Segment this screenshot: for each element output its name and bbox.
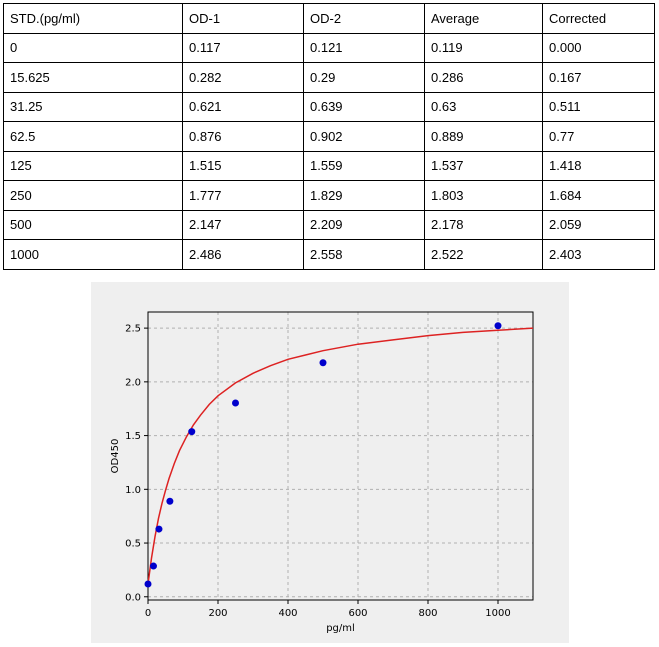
fit-curve-line [147, 327, 534, 585]
data-points [144, 322, 502, 588]
data-point [155, 525, 163, 533]
x-tick-label: 0 [145, 608, 151, 619]
table-cell: 1.418 [542, 150, 655, 181]
y-tick-label: 1.0 [125, 485, 141, 496]
table-header-cell: OD-1 [182, 3, 304, 34]
x-tick-label: 800 [418, 608, 437, 619]
table-cell: 0.121 [303, 32, 425, 63]
x-axis-label: pg/ml [326, 623, 355, 634]
table-row: 500 2.147 2.209 2.178 2.059 [3, 209, 655, 240]
data-point [188, 428, 196, 436]
data-point [232, 399, 239, 407]
table-cell: 0.282 [182, 62, 304, 93]
table-cell: 1.684 [542, 180, 655, 211]
y-tick-label: 2.5 [125, 324, 141, 335]
table-cell: 31.25 [3, 91, 183, 122]
table-cell: 0.167 [542, 62, 655, 93]
table-cell: 2.178 [424, 209, 543, 240]
data-point [319, 359, 327, 367]
table-cell: 1000 [3, 239, 183, 270]
data-point [144, 580, 152, 588]
data-point [166, 497, 174, 505]
table-cell: 0.876 [182, 121, 304, 152]
table-cell: 0.63 [424, 91, 543, 122]
table-cell: 0.889 [424, 121, 543, 152]
y-tick-label: 1.5 [125, 431, 141, 442]
table-cell: 1.537 [424, 150, 543, 181]
table-cell: 0.639 [303, 91, 425, 122]
x-tick-label: 600 [348, 608, 367, 619]
table-cell: 2.059 [542, 209, 655, 240]
table-cell: 2.522 [424, 239, 543, 270]
table-cell: 0.511 [542, 91, 655, 122]
table-cell: 1.515 [182, 150, 304, 181]
data-point [494, 322, 502, 330]
grid-lines [147, 312, 533, 600]
table-cell: 500 [3, 209, 183, 240]
axis-ticks: 0 200 400 600 800 1000 0.0 0.5 1.0 1.5 2.0 2.5 [125, 324, 511, 619]
x-tick-label: 1000 [485, 608, 510, 619]
table-row: 31.25 0.621 0.639 0.63 0.511 [3, 91, 655, 122]
table-cell: 2.486 [182, 239, 304, 270]
table-row: 15.625 0.282 0.29 0.286 0.167 [3, 62, 655, 93]
standard-curve-table: STD.(pg/ml) OD-1 OD-2 Average Corrected 0 0.11… [3, 3, 655, 270]
table-header-cell: Corrected [542, 3, 655, 34]
table-cell: 0.117 [182, 32, 304, 63]
y-tick-label: 2.0 [125, 377, 141, 388]
table-cell: 15.625 [3, 62, 183, 93]
table-cell: 250 [3, 180, 183, 211]
data-point [149, 562, 157, 570]
y-tick-label: 0.0 [125, 592, 141, 603]
table-row: 0 0.117 0.121 0.119 0.000 [3, 32, 655, 63]
table-header-cell: Average [424, 3, 543, 34]
plot-area [147, 311, 534, 601]
table-cell: 0.621 [182, 91, 304, 122]
table-cell: 0.29 [303, 62, 425, 93]
table-cell: 0.286 [424, 62, 543, 93]
table-cell: 2.403 [542, 239, 655, 270]
table-row: 1000 2.486 2.558 2.522 2.403 [3, 239, 655, 270]
x-tick-label: 400 [278, 608, 297, 619]
table-header-row: STD.(pg/ml) OD-1 OD-2 Average Corrected [3, 3, 655, 34]
y-tick-label: 0.5 [125, 539, 141, 550]
y-axis-label: OD450 [110, 439, 121, 474]
x-tick-label: 200 [208, 608, 227, 619]
table-header-cell: STD.(pg/ml) [3, 3, 183, 34]
chart-panel [91, 282, 569, 643]
